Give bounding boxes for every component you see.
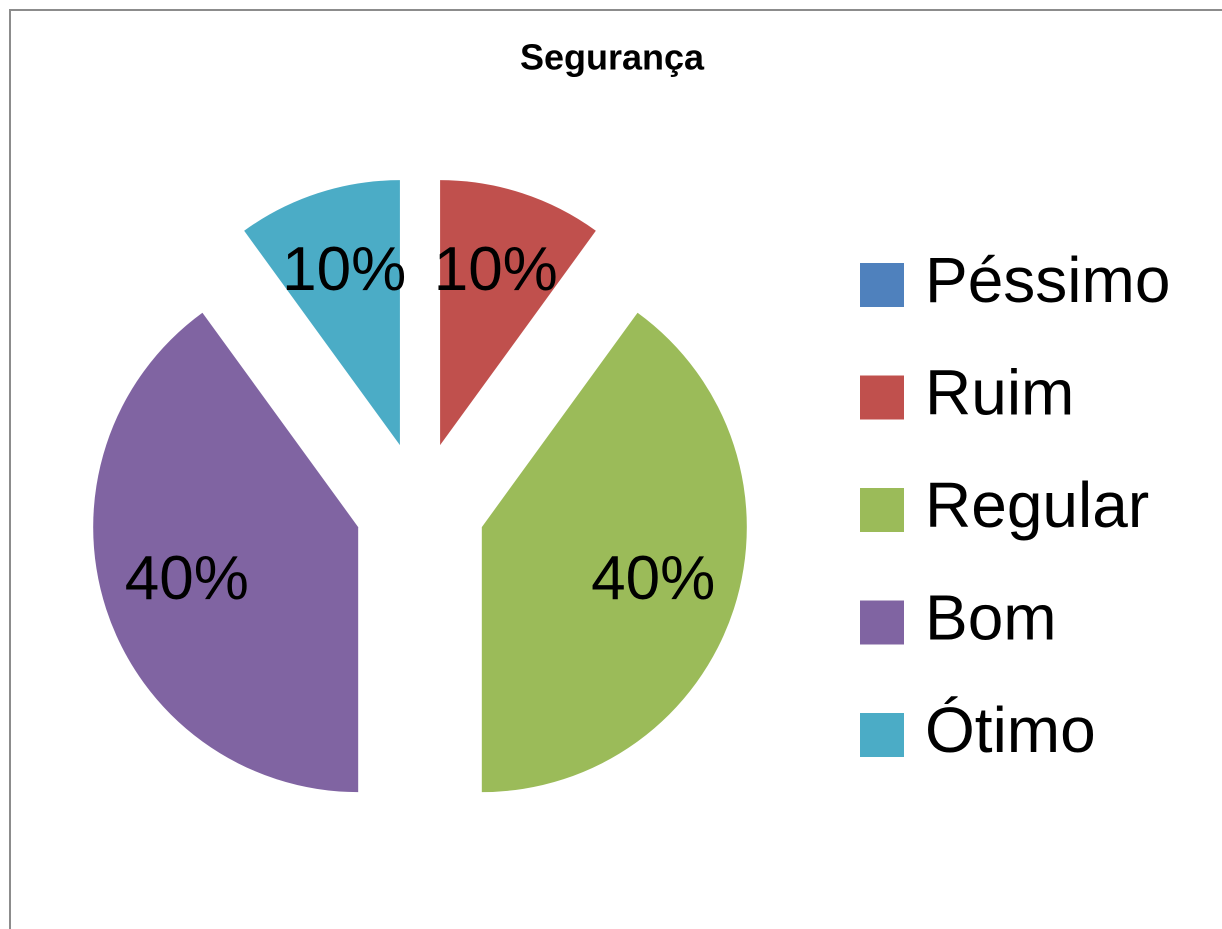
legend-label: Péssimo	[925, 244, 1170, 316]
legend-swatch	[860, 713, 904, 757]
chart-title: Segurança	[520, 37, 705, 78]
pie-slice	[244, 180, 400, 446]
pie-slice	[481, 312, 747, 793]
data-label: 10%	[434, 235, 558, 304]
legend-label: Ruim	[925, 356, 1074, 428]
data-label: 10%	[282, 235, 406, 304]
legend-swatch	[860, 600, 904, 645]
data-label: 40%	[591, 544, 715, 613]
legend-swatch	[860, 488, 904, 532]
data-label: 40%	[125, 544, 249, 613]
legend-swatch	[860, 263, 904, 307]
pie-slice	[440, 180, 596, 446]
legend-label: Regular	[925, 469, 1149, 541]
legend-swatch	[860, 375, 904, 420]
legend-label: Ótimo	[925, 694, 1096, 766]
legend-label: Bom	[925, 581, 1057, 653]
pie-slice	[93, 312, 359, 793]
